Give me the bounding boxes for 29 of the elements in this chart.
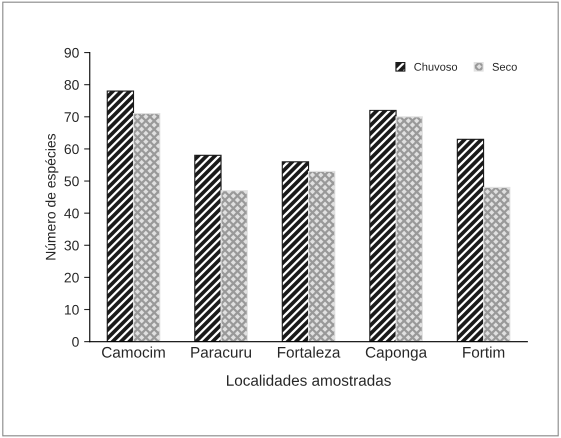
bar [106, 90, 134, 342]
bar [220, 190, 248, 342]
bar [369, 110, 397, 342]
y-tick-label: 30 [64, 240, 79, 250]
y-tick-label: 80 [64, 80, 79, 90]
x-tick-label: Camocim [102, 346, 165, 358]
x-tick-label: Fortaleza [278, 346, 340, 358]
x-tick-label: Paracuru [191, 347, 252, 358]
y-tick-label: 40 [64, 208, 79, 218]
bar [483, 186, 510, 342]
bar [132, 113, 160, 342]
bar [282, 161, 310, 342]
y-tick-label: 50 [64, 176, 79, 186]
bar [194, 154, 222, 342]
y-tick-label: 60 [64, 144, 79, 154]
x-axis-title: Localidades amostradas [227, 374, 391, 386]
x-tick-label: Caponga [366, 346, 428, 361]
legend-label: Seco [492, 62, 517, 71]
bar [308, 170, 336, 342]
y-tick-label: 20 [64, 272, 79, 283]
y-tick-label: 0 [72, 336, 79, 347]
y-axis-title: Número de espécies [45, 134, 58, 260]
x-tick-label: Fortim [463, 346, 504, 358]
bar [456, 138, 484, 342]
y-tick-label: 90 [64, 48, 79, 58]
y-tick-label: 70 [64, 112, 79, 122]
y-tick-label: 10 [64, 304, 79, 315]
legend-label: Chuvoso [414, 62, 458, 71]
bar [396, 116, 423, 342]
